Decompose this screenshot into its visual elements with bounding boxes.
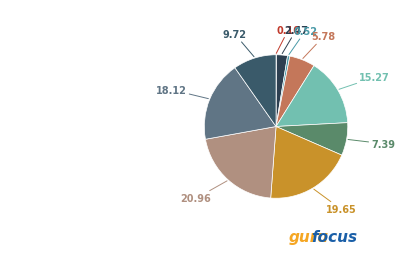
Text: 20.96: 20.96 — [180, 181, 227, 204]
Text: 5.78: 5.78 — [303, 32, 336, 59]
Text: 15.27: 15.27 — [339, 73, 390, 90]
Text: 19.65: 19.65 — [314, 189, 357, 215]
Wedge shape — [276, 56, 290, 127]
Wedge shape — [276, 56, 288, 127]
Text: 0.10: 0.10 — [276, 26, 300, 54]
Wedge shape — [271, 127, 342, 198]
Wedge shape — [235, 56, 276, 127]
Wedge shape — [206, 127, 276, 198]
Text: focus: focus — [311, 229, 357, 244]
Text: 18.12: 18.12 — [156, 85, 208, 99]
Wedge shape — [276, 57, 314, 127]
Text: 2.47: 2.47 — [282, 26, 308, 54]
Text: 9.72: 9.72 — [223, 30, 254, 57]
Wedge shape — [276, 66, 348, 127]
Wedge shape — [276, 123, 348, 155]
Text: guru: guru — [288, 229, 328, 244]
Text: 0.52: 0.52 — [289, 27, 317, 55]
Text: 7.39: 7.39 — [348, 139, 396, 149]
Wedge shape — [204, 69, 276, 140]
